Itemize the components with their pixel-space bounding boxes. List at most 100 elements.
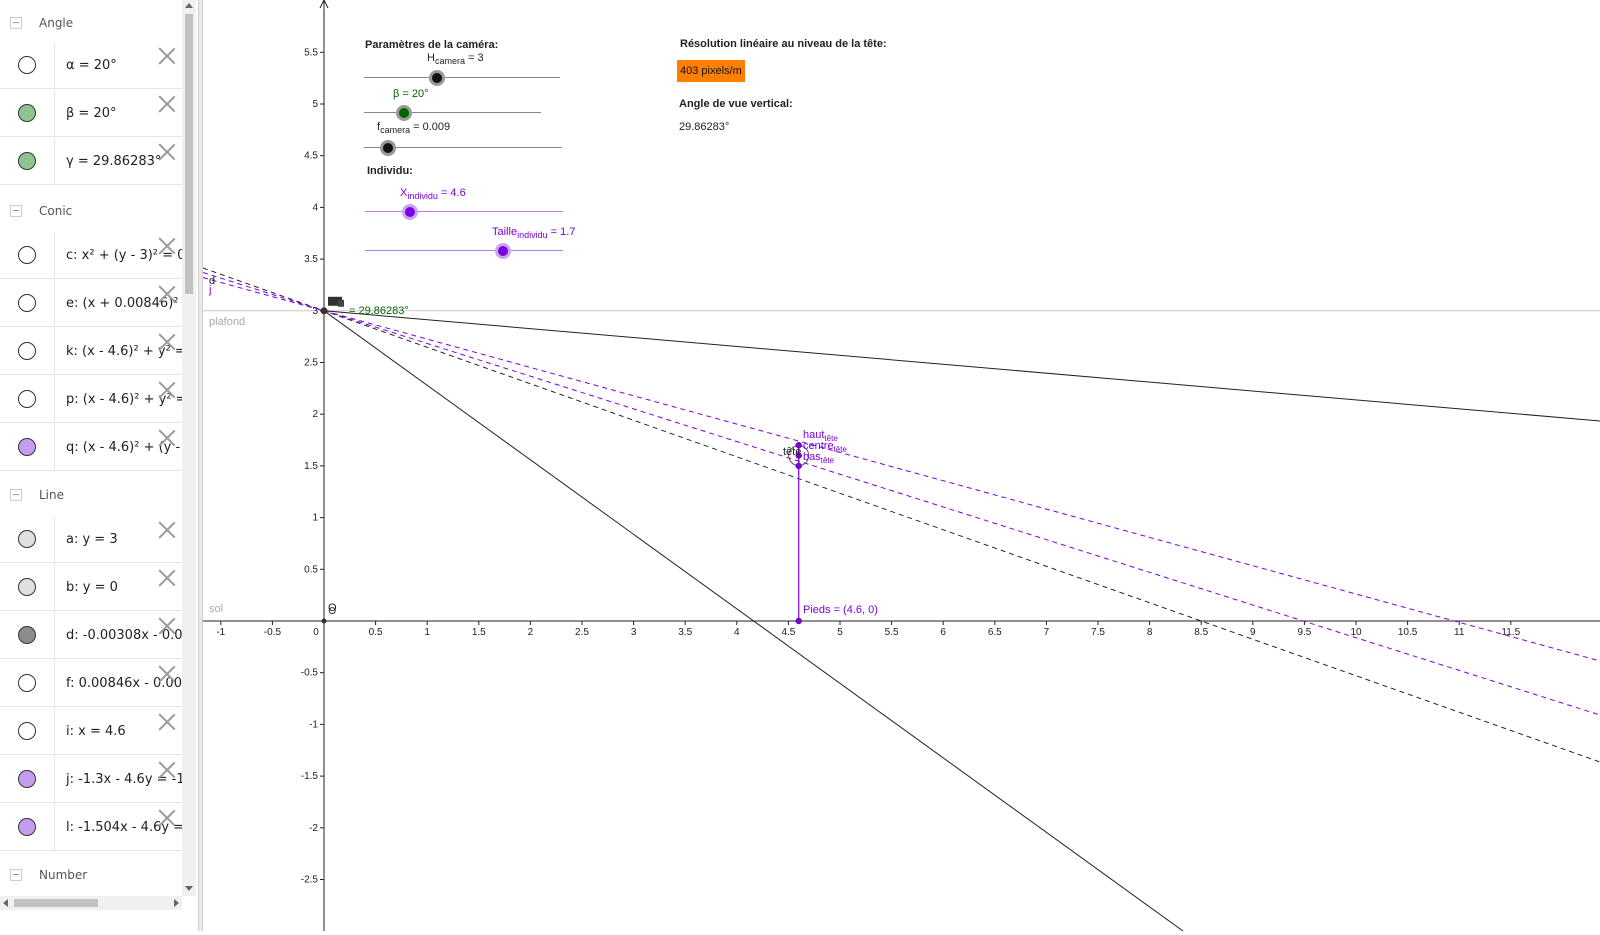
visibility-toggle[interactable]	[0, 328, 55, 374]
algebra-row[interactable]: j: -1.3x - 4.6y = -13…	[0, 756, 182, 803]
visibility-circle-icon[interactable]	[18, 56, 36, 74]
visibility-toggle[interactable]	[0, 424, 55, 470]
algebra-expression[interactable]: α = 20°	[66, 57, 117, 73]
algebra-row[interactable]: e: (x + 0.00846)² + y² = …	[0, 280, 182, 327]
visibility-circle-icon[interactable]	[18, 104, 36, 122]
visibility-circle-icon[interactable]	[18, 770, 36, 788]
scroll-left-icon[interactable]	[3, 899, 8, 907]
delete-icon[interactable]	[158, 713, 176, 731]
scroll-up-icon[interactable]	[185, 3, 193, 8]
delete-icon[interactable]	[158, 761, 176, 779]
collapse-icon[interactable]	[10, 17, 22, 29]
delete-icon[interactable]	[158, 809, 176, 827]
collapse-icon[interactable]	[10, 205, 22, 217]
visibility-toggle[interactable]	[0, 660, 55, 706]
algebra-row[interactable]: β = 20°	[0, 90, 182, 137]
algebra-row[interactable]: c: x² + (y - 3)² = 0	[0, 232, 182, 279]
delete-icon[interactable]	[158, 95, 176, 113]
visibility-toggle[interactable]	[0, 280, 55, 326]
algebra-row[interactable]: α = 20°	[0, 42, 182, 89]
beta-slider-knob[interactable]	[396, 105, 412, 121]
visibility-circle-icon[interactable]	[18, 246, 36, 264]
algebra-expression[interactable]: j: -1.3x - 4.6y = -13…	[66, 771, 182, 787]
visibility-toggle[interactable]	[0, 42, 55, 88]
visibility-circle-icon[interactable]	[18, 818, 36, 836]
delete-icon[interactable]	[158, 521, 176, 539]
algebra-expression[interactable]: i: x = 4.6	[66, 723, 126, 739]
scrollbar-thumb[interactable]	[14, 899, 98, 907]
visibility-circle-icon[interactable]	[18, 438, 36, 456]
horizontal-scrollbar[interactable]	[0, 896, 182, 910]
visibility-circle-icon[interactable]	[18, 722, 36, 740]
visibility-circle-icon[interactable]	[18, 674, 36, 692]
h-camera-slider-track[interactable]	[364, 77, 560, 78]
algebra-row[interactable]: b: y = 0	[0, 564, 182, 611]
algebra-row[interactable]: l: -1.504x - 4.6y = -…	[0, 804, 182, 851]
visibility-toggle[interactable]	[0, 90, 55, 136]
visibility-toggle[interactable]	[0, 708, 55, 754]
delete-icon[interactable]	[158, 429, 176, 447]
visibility-toggle[interactable]	[0, 516, 55, 562]
visibility-circle-icon[interactable]	[18, 152, 36, 170]
delete-icon[interactable]	[158, 381, 176, 399]
scrollbar-thumb[interactable]	[185, 14, 193, 294]
visibility-circle-icon[interactable]	[18, 530, 36, 548]
f-camera-slider-track[interactable]	[364, 147, 562, 148]
algebra-expression[interactable]: b: y = 0	[66, 579, 118, 595]
delete-icon[interactable]	[158, 617, 176, 635]
graphics-view[interactable]: -1 -0.5 0 0.5 1 1.5 2 2.5 3 3.5 4 4.5 5 5.5 6 6.5 7 7.5 8 8…	[202, 0, 1600, 932]
algebra-row[interactable]: p: (x - 4.6)² + y² = …	[0, 376, 182, 423]
visibility-toggle[interactable]	[0, 804, 55, 850]
panel-divider[interactable]	[198, 0, 203, 931]
visibility-toggle[interactable]	[0, 756, 55, 802]
algebra-expression[interactable]: β = 20°	[66, 105, 117, 121]
visibility-toggle[interactable]	[0, 232, 55, 278]
visibility-circle-icon[interactable]	[18, 294, 36, 312]
x-individu-slider-knob[interactable]	[402, 204, 418, 220]
algebra-expression[interactable]: f: 0.00846x - 0.0030…	[66, 675, 182, 691]
algebra-expression[interactable]: p: (x - 4.6)² + y² = …	[66, 391, 182, 407]
group-header-line[interactable]: Line	[0, 474, 182, 516]
scroll-right-icon[interactable]	[174, 899, 179, 907]
h-camera-slider-knob[interactable]	[429, 70, 445, 86]
algebra-expression[interactable]: γ = 29.86283°	[66, 153, 162, 169]
algebra-expression[interactable]: a: y = 3	[66, 531, 118, 547]
f-camera-slider-knob[interactable]	[380, 140, 396, 156]
algebra-expression[interactable]: c: x² + (y - 3)² = 0	[66, 247, 182, 263]
delete-icon[interactable]	[158, 665, 176, 683]
taille-individu-slider-track[interactable]	[365, 250, 563, 251]
x-individu-slider-track[interactable]	[365, 211, 563, 212]
delete-icon[interactable]	[158, 143, 176, 161]
delete-icon[interactable]	[158, 237, 176, 255]
visibility-circle-icon[interactable]	[18, 578, 36, 596]
visibility-circle-icon[interactable]	[18, 626, 36, 644]
algebra-expression[interactable]: e: (x + 0.00846)² + y² = …	[66, 295, 182, 311]
delete-icon[interactable]	[158, 285, 176, 303]
algebra-row[interactable]: k: (x - 4.6)² + y² = …	[0, 328, 182, 375]
algebra-expression[interactable]: k: (x - 4.6)² + y² = …	[66, 343, 182, 359]
algebra-row[interactable]: q: (x - 4.6)² + (y - …	[0, 424, 182, 471]
delete-icon[interactable]	[158, 569, 176, 587]
visibility-toggle[interactable]	[0, 138, 55, 184]
algebra-row[interactable]: d: -0.00308x - 0.008…	[0, 612, 182, 659]
algebra-row[interactable]: i: x = 4.6	[0, 708, 182, 755]
visibility-circle-icon[interactable]	[18, 390, 36, 408]
algebra-expression[interactable]: d: -0.00308x - 0.008…	[66, 627, 182, 643]
visibility-toggle[interactable]	[0, 564, 55, 610]
algebra-row[interactable]: f: 0.00846x - 0.0030…	[0, 660, 182, 707]
group-header-number[interactable]: Number	[0, 854, 182, 896]
group-header-angle[interactable]: Angle	[0, 2, 182, 44]
algebra-expression[interactable]: l: -1.504x - 4.6y = -…	[66, 819, 182, 835]
visibility-circle-icon[interactable]	[18, 342, 36, 360]
beta-slider-track[interactable]	[364, 112, 541, 113]
delete-icon[interactable]	[158, 47, 176, 65]
scroll-down-icon[interactable]	[185, 886, 193, 891]
graphics-canvas[interactable]: -1 -0.5 0 0.5 1 1.5 2 2.5 3 3.5 4 4.5 5 5.5 6 6.5 7 7.5 8 8…	[202, 0, 1600, 932]
group-header-conic[interactable]: Conic	[0, 190, 182, 232]
collapse-icon[interactable]	[10, 869, 22, 881]
algebra-expression[interactable]: q: (x - 4.6)² + (y - …	[66, 439, 182, 455]
visibility-toggle[interactable]	[0, 612, 55, 658]
taille-individu-slider-knob[interactable]	[495, 243, 511, 259]
collapse-icon[interactable]	[10, 489, 22, 501]
algebra-row[interactable]: a: y = 3	[0, 516, 182, 563]
